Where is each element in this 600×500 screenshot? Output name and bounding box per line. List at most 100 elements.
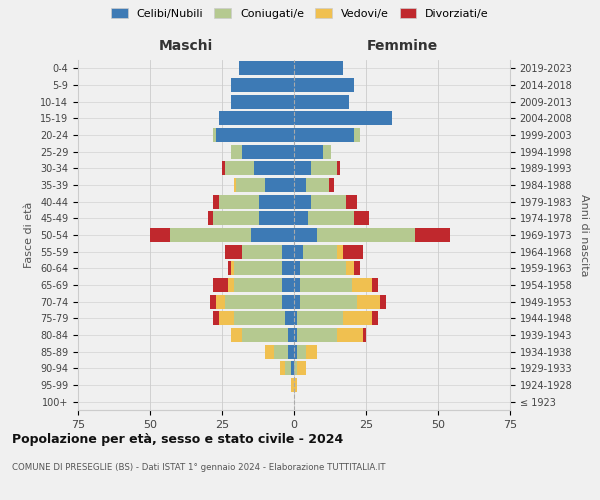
Bar xyxy=(225,294,283,308)
Bar xyxy=(346,194,358,209)
Bar xyxy=(265,178,294,192)
Bar xyxy=(343,244,363,259)
Bar xyxy=(228,261,230,276)
Bar xyxy=(294,162,311,175)
Text: Femmine: Femmine xyxy=(367,39,437,53)
Bar xyxy=(300,294,358,308)
Bar xyxy=(214,211,259,226)
Bar xyxy=(363,328,366,342)
Bar xyxy=(337,328,363,342)
Bar xyxy=(294,211,308,226)
Bar xyxy=(380,294,386,308)
Bar xyxy=(254,162,294,175)
Bar xyxy=(329,178,334,192)
Y-axis label: Anni di nascita: Anni di nascita xyxy=(579,194,589,276)
Bar xyxy=(259,211,294,226)
Bar xyxy=(294,378,297,392)
Bar xyxy=(216,294,225,308)
Bar xyxy=(214,194,219,209)
Text: COMUNE DI PRESEGLIE (BS) - Dati ISTAT 1° gennaio 2024 - Elaborazione TUTTITALIA.: COMUNE DI PRESEGLIE (BS) - Dati ISTAT 1°… xyxy=(12,462,386,471)
Bar xyxy=(337,162,340,175)
Bar xyxy=(230,261,233,276)
Bar xyxy=(219,311,233,326)
Bar xyxy=(294,144,323,159)
Bar xyxy=(251,228,294,242)
Bar xyxy=(230,94,294,109)
Bar xyxy=(239,62,294,76)
Bar xyxy=(294,62,343,76)
Bar xyxy=(294,112,392,126)
Bar xyxy=(358,294,380,308)
Bar xyxy=(236,178,265,192)
Bar xyxy=(305,344,317,359)
Bar xyxy=(294,278,300,292)
Bar xyxy=(286,361,291,376)
Bar xyxy=(222,162,225,175)
Bar xyxy=(337,244,343,259)
Bar xyxy=(297,311,343,326)
Bar xyxy=(305,178,329,192)
Bar xyxy=(311,162,337,175)
Bar xyxy=(283,244,294,259)
Bar xyxy=(216,128,294,142)
Bar xyxy=(259,194,294,209)
Bar xyxy=(211,294,216,308)
Bar xyxy=(228,278,233,292)
Bar xyxy=(286,311,294,326)
Bar xyxy=(343,311,372,326)
Bar xyxy=(219,194,259,209)
Bar xyxy=(294,261,300,276)
Bar xyxy=(283,261,294,276)
Bar xyxy=(415,228,449,242)
Bar xyxy=(355,211,369,226)
Bar xyxy=(346,261,355,276)
Bar xyxy=(230,328,242,342)
Bar xyxy=(294,328,297,342)
Bar xyxy=(294,311,297,326)
Text: Maschi: Maschi xyxy=(159,39,213,53)
Bar xyxy=(265,344,274,359)
Bar xyxy=(311,194,346,209)
Bar xyxy=(230,144,242,159)
Text: Popolazione per età, sesso e stato civile - 2024: Popolazione per età, sesso e stato civil… xyxy=(12,432,343,446)
Bar xyxy=(297,328,337,342)
Bar xyxy=(242,328,288,342)
Bar xyxy=(355,128,360,142)
Bar xyxy=(288,344,294,359)
Bar xyxy=(352,278,372,292)
Bar xyxy=(283,294,294,308)
Bar xyxy=(355,261,360,276)
Bar xyxy=(150,228,170,242)
Bar xyxy=(308,211,355,226)
Bar xyxy=(242,244,283,259)
Bar xyxy=(297,361,305,376)
Bar xyxy=(372,278,377,292)
Bar xyxy=(300,261,346,276)
Bar xyxy=(242,144,294,159)
Bar xyxy=(317,228,415,242)
Bar xyxy=(302,244,337,259)
Bar xyxy=(233,278,283,292)
Bar xyxy=(300,278,352,292)
Bar xyxy=(214,311,219,326)
Bar xyxy=(225,244,242,259)
Y-axis label: Fasce di età: Fasce di età xyxy=(25,202,34,268)
Bar xyxy=(230,78,294,92)
Bar xyxy=(291,378,294,392)
Bar xyxy=(214,278,228,292)
Bar xyxy=(280,361,286,376)
Bar xyxy=(294,361,297,376)
Bar xyxy=(208,211,214,226)
Bar xyxy=(294,194,311,209)
Bar xyxy=(294,228,317,242)
Bar xyxy=(323,144,331,159)
Bar xyxy=(291,361,294,376)
Bar xyxy=(294,128,355,142)
Bar xyxy=(288,328,294,342)
Bar xyxy=(170,228,251,242)
Legend: Celibi/Nubili, Coniugati/e, Vedovi/e, Divorziati/e: Celibi/Nubili, Coniugati/e, Vedovi/e, Di… xyxy=(111,8,489,19)
Bar xyxy=(214,128,216,142)
Bar xyxy=(294,344,297,359)
Bar xyxy=(297,344,305,359)
Bar xyxy=(294,178,305,192)
